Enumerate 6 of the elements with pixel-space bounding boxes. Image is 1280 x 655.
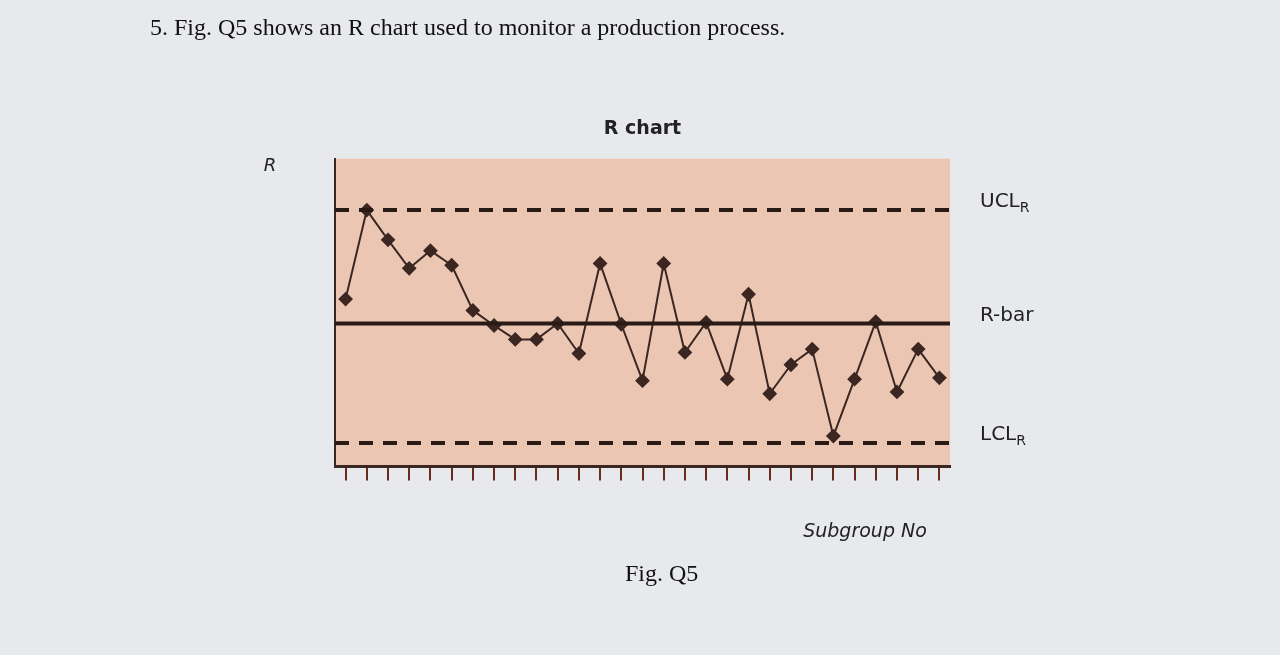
y-axis-title: R: [263, 154, 277, 176]
caption: Fig. Q5: [625, 560, 699, 587]
text: 5. Fig. Q5 shows an R chart used to monitor a production process.: [150, 14, 786, 41]
chart-title: R chart: [603, 116, 682, 139]
ref-line-label: R-bar: [980, 301, 1035, 326]
x-axis-title: Subgroup No: [803, 518, 927, 541]
